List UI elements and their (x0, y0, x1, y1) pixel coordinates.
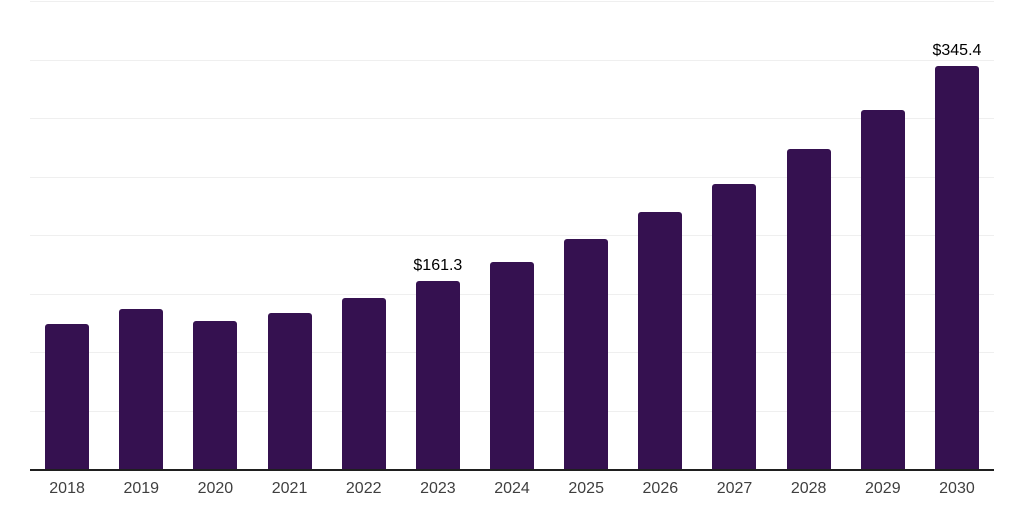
x-axis-labels: 2018 2019 2020 2021 2022 2023 2024 2025 2026 2027… (30, 481, 994, 497)
x-tick-label-2021: 2021 (271, 480, 308, 497)
bar-2030 (934, 65, 979, 470)
bar-slot (252, 2, 326, 470)
bar-slot (623, 2, 697, 470)
bar-slot (846, 2, 920, 470)
bar-slot (178, 2, 252, 470)
x-tick-label-2023: 2023 (420, 480, 456, 497)
plot-area: $161.3 $345.4 (30, 1, 994, 470)
bar-2028 (786, 149, 831, 470)
x-tick-label-2022: 2022 (345, 480, 382, 497)
bar-slot (327, 2, 401, 470)
x-tick-label-2026: 2026 (642, 480, 679, 497)
bar-slot (104, 2, 178, 470)
bar-2019 (119, 309, 164, 470)
x-tick-label-2019: 2019 (123, 480, 160, 497)
gridline (30, 1, 994, 2)
bar-value-label: $161.3 (413, 257, 463, 275)
bar-slot (30, 2, 104, 470)
bar-slot (772, 2, 846, 470)
bar-2026 (638, 212, 683, 470)
gridline (30, 118, 994, 119)
x-tick-label-2025: 2025 (568, 480, 604, 497)
x-tick-label-2027: 2027 (716, 480, 753, 497)
bars-container: $161.3 $345.4 (30, 2, 994, 470)
bar-2027 (712, 184, 757, 470)
bar-slot (697, 2, 771, 470)
bar-2025 (564, 239, 609, 470)
x-tick-label-2030: 2030 (939, 480, 975, 497)
x-tick-label-2020: 2020 (197, 480, 234, 497)
gridline (30, 176, 994, 178)
bar-value-label: $345.4 (932, 41, 982, 59)
bar-2018 (45, 323, 90, 470)
bar-2024 (490, 261, 535, 470)
bar-slot: $161.3 (401, 2, 475, 470)
bar-slot (549, 2, 623, 470)
bar-2020 (193, 320, 238, 470)
bar-2022 (341, 298, 386, 470)
x-tick-label-2024: 2024 (494, 480, 530, 497)
bar-2021 (267, 313, 312, 470)
gridline (30, 59, 994, 61)
gridline (30, 235, 994, 236)
x-axis-line (30, 469, 994, 471)
bar-slot: $345.4 (920, 2, 994, 470)
bar-2029 (860, 110, 905, 470)
bar-slot (475, 2, 549, 470)
x-tick-label-2018: 2018 (49, 480, 85, 497)
x-tick-label-2028: 2028 (790, 480, 827, 497)
bar-2023 (415, 281, 460, 470)
x-tick-label-2029: 2029 (865, 480, 901, 497)
